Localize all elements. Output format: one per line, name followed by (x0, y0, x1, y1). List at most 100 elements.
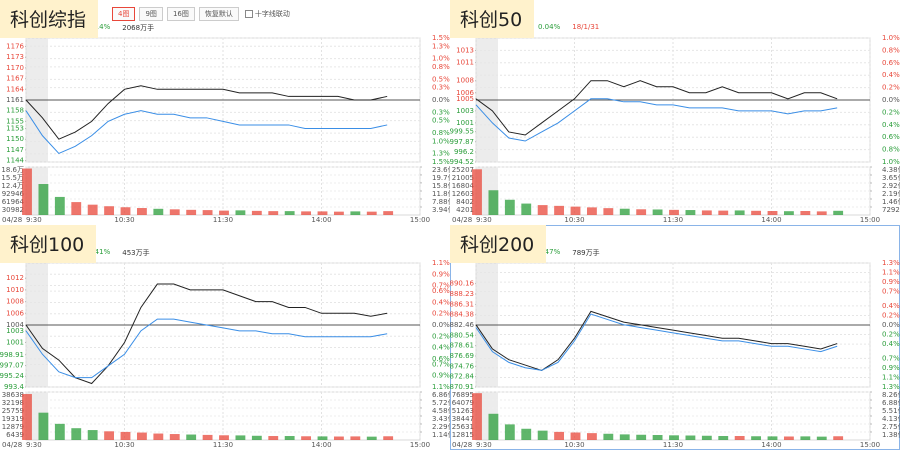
y2-tick-label: 0.4% (882, 340, 900, 348)
stat: 2068万手 (122, 24, 155, 32)
y2-tick-label: 0.2% (432, 310, 450, 318)
y-tick-label: 996.2 (454, 148, 474, 156)
volume-tick-label: 51263 (452, 407, 474, 415)
y2-tick-label: 1.1% (432, 383, 450, 391)
stat: 0.04% (538, 23, 561, 31)
volume-bar (54, 196, 65, 215)
y-tick-label: 1150 (6, 135, 24, 143)
y2-tick-label: 1.3% (882, 383, 900, 391)
y-tick-label: 1170 (6, 64, 24, 72)
y2-tick-label: 0.2% (882, 108, 900, 116)
y-tick-label: 872.84 (450, 373, 475, 381)
volume-bar (251, 435, 262, 440)
volume-bar (219, 435, 229, 440)
volume-bar (202, 210, 213, 215)
crosshair-toggle[interactable]: 十字线联动 (243, 7, 292, 21)
volume-bar (669, 209, 679, 215)
view-tab[interactable]: 4图 (112, 7, 136, 21)
y2-tick-label: 0.2% (882, 84, 900, 92)
y-tick-label: 1161 (6, 96, 24, 104)
volume-bar (472, 393, 482, 440)
y2-tick-label: 0.4% (432, 344, 450, 352)
volume-y2-tick-label: 4.38亿 (882, 165, 900, 174)
volume-bar (169, 209, 180, 215)
volume-y2-tick-label: 19.7亿 (432, 173, 450, 182)
volume-y2-tick-label: 4.58亿 (432, 406, 450, 415)
volume-tick-label: 8402 (456, 198, 474, 206)
volume-bar (718, 210, 729, 215)
x-tick-label: 10:30 (114, 216, 134, 224)
view-tab[interactable]: 9图 (139, 7, 163, 21)
volume-bar (488, 190, 499, 215)
date-label: 04/28 (2, 216, 22, 224)
volume-bar (685, 210, 696, 215)
y2-tick-label: 0.4% (882, 71, 900, 79)
y-tick-label: 1008 (6, 298, 24, 306)
y-tick-label: 1164 (6, 85, 24, 93)
checkbox-label: 十字线联动 (254, 10, 290, 18)
x-tick-label: 10:30 (564, 216, 584, 224)
y2-tick-label: 0.2% (882, 331, 900, 339)
volume-tick-label: 25631 (452, 423, 474, 431)
y-tick-label: 1155 (6, 117, 24, 125)
volume-tick-label: 32198 (2, 399, 24, 407)
volume-bar (619, 208, 630, 215)
volume-tick-label: 38447 (452, 415, 474, 423)
y2-tick-label: 1.1% (432, 259, 450, 267)
volume-tick-label: 12.4万 (1, 182, 24, 190)
x-tick-label: 14:00 (311, 441, 331, 449)
view-tab[interactable]: 恢复默认 (198, 7, 239, 21)
chart-panel: 9:30 10:30 11:30 14:00 15:00 04/28 1012 1010 100… (0, 225, 450, 450)
volume-bar (350, 436, 361, 440)
volume-bar (783, 436, 794, 440)
stats-row: 0.47% 789万手 (538, 248, 600, 258)
volume-bar (751, 436, 762, 440)
volume-y2-tick-label: 8.26亿 (882, 390, 900, 399)
volume-bar (317, 211, 328, 215)
volume-bar (767, 436, 778, 440)
stats-row: 0.14% 2068万手 (88, 23, 154, 33)
volume-bar (186, 209, 197, 215)
y2-tick-label: 0.7% (882, 288, 900, 296)
view-tab[interactable]: 16图 (166, 7, 195, 21)
y2-tick-label: 0.0% (882, 321, 900, 329)
volume-y2-tick-label: 11.8亿 (432, 189, 450, 198)
volume-y2-tick-label: 5.51亿 (882, 406, 900, 415)
chart: 9:30 10:30 11:30 14:00 15:00 04/28 1012 1010 100… (0, 259, 450, 449)
y-tick-label: 1153 (6, 125, 24, 133)
volume-bar (268, 436, 279, 440)
y-tick-label: 997.87 (450, 138, 474, 146)
volume-tick-label: 25759 (2, 407, 24, 415)
x-tick-label: 14:00 (311, 216, 331, 224)
x-tick-label: 15:00 (860, 216, 880, 224)
checkbox[interactable] (244, 10, 253, 18)
volume-bar (504, 199, 515, 215)
y2-tick-label: 0.6% (882, 59, 900, 67)
y2-tick-label: 0.6% (882, 133, 900, 141)
y2-tick-label: 0.3% (432, 108, 450, 116)
y2-tick-label: 0.7% (882, 354, 900, 362)
price-line (25, 283, 388, 385)
volume-bar (38, 412, 49, 440)
volume-y2-tick-label: 6.88亿 (882, 398, 900, 407)
index-title: 科创200 (450, 225, 547, 263)
volume-bar (816, 436, 827, 440)
y2-tick-label: 1.3% (882, 259, 900, 267)
index-title: 科创100 (0, 225, 97, 263)
y2-tick-label: 0.0% (432, 96, 450, 104)
volume-bar (537, 430, 548, 440)
volume-bar (701, 435, 712, 440)
volume-bar (284, 211, 295, 215)
volume-bar (284, 436, 295, 440)
x-tick-label: 10:30 (114, 441, 134, 449)
volume-bar (71, 202, 82, 215)
y2-tick-label: 0.7% (432, 282, 450, 290)
x-tick-label: 15:00 (410, 441, 430, 449)
volume-bar (833, 210, 844, 215)
y-tick-label: 993.4 (4, 383, 25, 391)
volume-tick-label: 12815 (452, 431, 474, 439)
x-tick-label: 15:00 (410, 216, 430, 224)
y-tick-label: 1006 (6, 309, 24, 317)
volume-y2-tick-label: 7.88亿 (432, 197, 450, 206)
